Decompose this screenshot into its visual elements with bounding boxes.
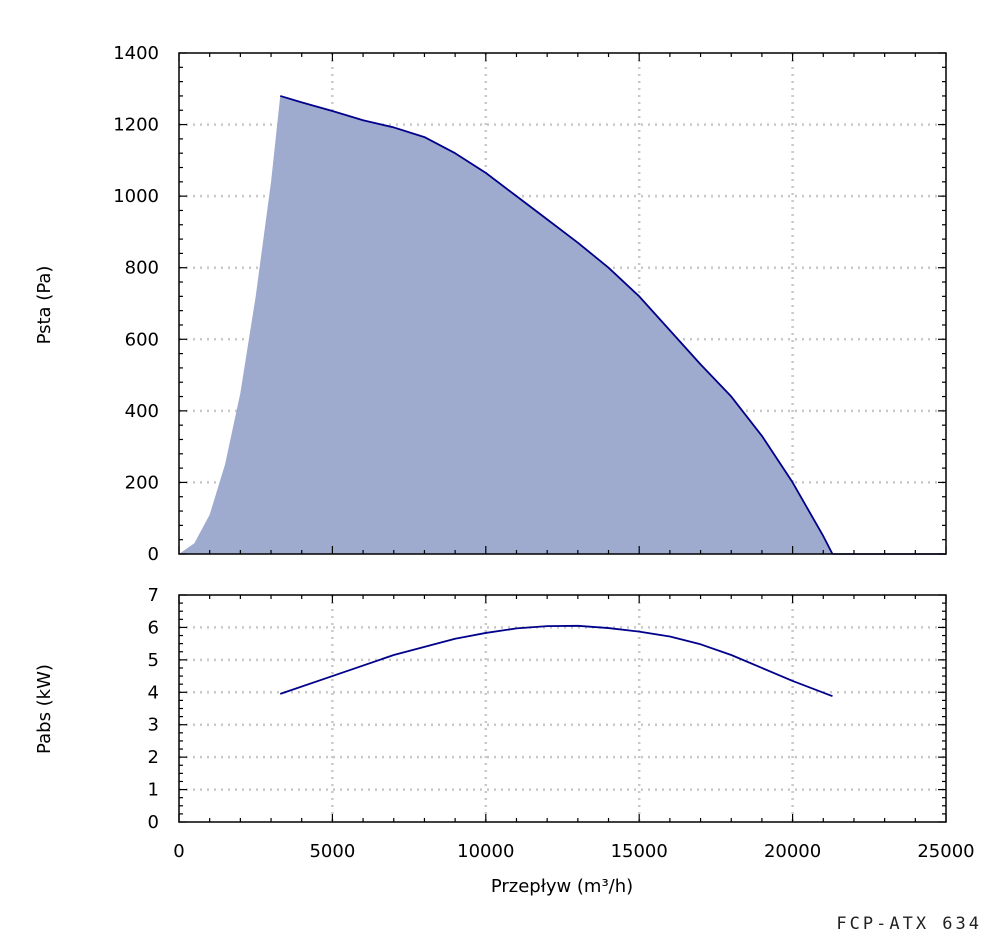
y-tick-label: 1 xyxy=(148,780,159,801)
x-tick-label: 5000 xyxy=(309,841,355,862)
x-tick-label: 0 xyxy=(173,841,184,862)
y-tick-label: 3 xyxy=(148,715,159,736)
plot-frame xyxy=(178,594,947,823)
y-tick-label: 6 xyxy=(148,617,159,638)
y-tick-label: 0 xyxy=(148,812,159,833)
x-tick-label: 20000 xyxy=(764,841,821,862)
y-tick-label: 5 xyxy=(148,650,159,671)
power-curve xyxy=(279,624,833,698)
flow-axis-title: Przepływ (m³/h) xyxy=(491,876,633,897)
power-axis-title: Pabs (kW) xyxy=(34,664,55,754)
y-tick-label: 600 xyxy=(125,329,159,350)
model-label: FCP-ATX 634 xyxy=(836,914,982,934)
y-tick-label: 4 xyxy=(148,682,159,703)
y-tick-label: 1200 xyxy=(113,115,159,136)
pressure-plot: 0 200 400 600 800 1000 1200 1400 xyxy=(113,43,947,565)
y-tick-label: 2 xyxy=(148,747,159,768)
x-tick-label: 10000 xyxy=(457,841,514,862)
pressure-axis-title: Psta (Pa) xyxy=(34,266,55,345)
y-tick-label: 1400 xyxy=(113,43,159,64)
y-tick-label: 800 xyxy=(125,258,159,279)
operating-area xyxy=(179,95,833,554)
pressure-curve xyxy=(279,95,834,555)
y-tick-label: 1000 xyxy=(113,186,159,207)
y-tick-label: 200 xyxy=(125,472,159,493)
plot-frame xyxy=(178,52,947,555)
x-tick-label: 15000 xyxy=(611,841,668,862)
y-tick-label: 7 xyxy=(148,585,159,606)
y-tick-label: 400 xyxy=(125,401,159,422)
x-tick-label: 25000 xyxy=(917,841,974,862)
y-tick-label: 0 xyxy=(148,544,159,565)
power-plot: 0 1 2 3 4 5 6 7 0 5000 10000 15000 20000 25000 xyxy=(148,585,975,862)
